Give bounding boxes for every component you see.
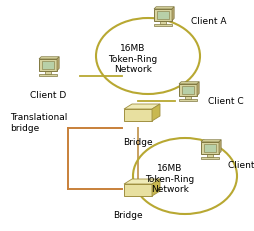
Bar xyxy=(200,142,218,154)
Polygon shape xyxy=(151,104,159,121)
Text: Client D: Client D xyxy=(30,91,66,100)
Polygon shape xyxy=(39,57,59,59)
Polygon shape xyxy=(200,140,220,142)
Text: Client C: Client C xyxy=(207,97,243,106)
Polygon shape xyxy=(218,140,220,154)
Polygon shape xyxy=(123,179,159,184)
Text: Bridge: Bridge xyxy=(113,211,142,220)
Text: 16MB
Token-Ring
Network: 16MB Token-Ring Network xyxy=(108,44,157,74)
Bar xyxy=(39,59,57,71)
Bar xyxy=(42,61,54,69)
Bar xyxy=(178,99,196,101)
Bar xyxy=(123,109,151,121)
Bar xyxy=(178,84,196,96)
Text: Translational
bridge: Translational bridge xyxy=(10,113,67,133)
Bar xyxy=(153,24,171,26)
Text: Client B: Client B xyxy=(227,161,254,170)
Polygon shape xyxy=(178,82,198,84)
Bar xyxy=(123,184,151,196)
Bar xyxy=(185,96,190,99)
Bar xyxy=(153,9,171,21)
Bar xyxy=(39,74,57,76)
Text: Client A: Client A xyxy=(190,16,226,25)
Polygon shape xyxy=(151,179,159,196)
Text: Bridge: Bridge xyxy=(123,138,152,147)
Polygon shape xyxy=(196,82,198,96)
Bar xyxy=(200,157,218,159)
Polygon shape xyxy=(123,104,159,109)
Bar xyxy=(156,11,169,19)
Polygon shape xyxy=(57,57,59,71)
Bar xyxy=(207,154,212,157)
Polygon shape xyxy=(153,7,173,9)
Bar xyxy=(203,144,215,152)
Text: 16MB
Token-Ring
Network: 16MB Token-Ring Network xyxy=(145,164,194,194)
Bar xyxy=(160,21,165,24)
Bar xyxy=(45,71,51,74)
Bar xyxy=(181,86,194,94)
Polygon shape xyxy=(171,7,173,21)
